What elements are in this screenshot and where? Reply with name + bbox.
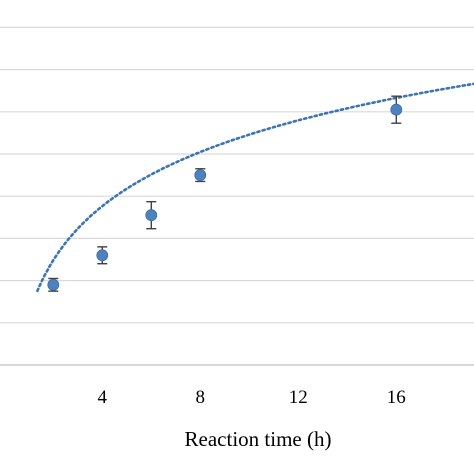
data-point [47,278,60,291]
trendline [36,82,474,293]
data-point [390,103,403,116]
data-point [96,249,109,262]
data-point [145,209,158,222]
x-tick-label: 8 [196,387,206,408]
trendline-path [36,82,474,293]
x-tick-labels: 48121620 [98,387,406,408]
x-tick-label: 12 [289,387,308,408]
data-points [47,95,403,292]
x-tick-label: 4 [98,387,108,408]
data-point [194,169,207,182]
x-axis-title: Reaction time (h) [185,427,332,451]
x-tick-label: 16 [387,387,406,408]
gridlines [0,26,474,366]
